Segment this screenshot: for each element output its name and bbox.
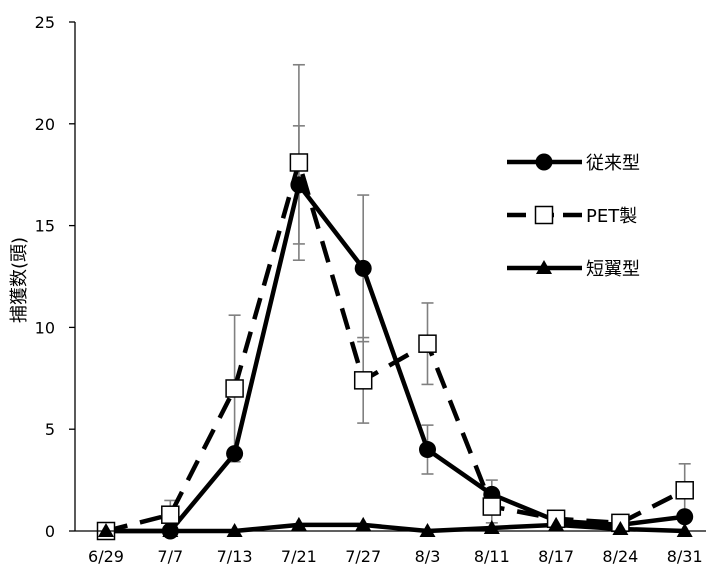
- data-point-triangle: [226, 523, 243, 537]
- data-point-circle: [226, 445, 244, 463]
- x-tick-label: 8/24: [602, 547, 638, 566]
- x-tick-label: 8/31: [667, 547, 703, 566]
- y-axis-title: 捕獲数(頭): [9, 237, 30, 323]
- x-tick-label: 8/3: [415, 547, 441, 566]
- data-point-square: [161, 505, 180, 524]
- data-point-triangle: [419, 523, 436, 537]
- series-line: [106, 182, 685, 534]
- x-tick-label: 7/13: [217, 547, 253, 566]
- y-tick-label: 0: [45, 522, 55, 541]
- data-point-circle: [676, 508, 694, 526]
- data-point-triangle: [162, 523, 179, 537]
- y-tick-label: 25: [35, 13, 55, 32]
- x-tick-label: 6/29: [88, 547, 124, 566]
- legend-label: 短翼型: [586, 259, 640, 280]
- x-tick-label: 8/17: [538, 547, 574, 566]
- data-point-square: [353, 371, 373, 390]
- data-point-square: [482, 497, 502, 516]
- series-line: [106, 522, 685, 534]
- x-tick-label: 7/27: [345, 547, 381, 566]
- y-tick-labels: 0 5 10 15 20 25: [35, 13, 75, 541]
- data-point-triangle: [536, 260, 552, 274]
- data-point-square: [225, 379, 244, 398]
- y-tick-label: 5: [45, 420, 55, 439]
- x-tick-labels: 6/29 7/7 7/13 7/21 7/27 8/3 8/11 8/17 8/24 8/31: [88, 547, 703, 566]
- data-point-square: [675, 481, 694, 500]
- legend-label: PET製: [586, 206, 637, 227]
- series-markers: [96, 153, 694, 541]
- legend-label: 従来型: [586, 153, 640, 174]
- x-tick-label: 7/7: [157, 547, 183, 566]
- data-point-circle: [290, 176, 308, 194]
- y-tick-label: 10: [35, 318, 55, 337]
- data-point-square: [289, 153, 309, 172]
- data-point-triangle: [676, 523, 693, 537]
- data-point-triangle: [548, 516, 565, 531]
- data-point-triangle: [98, 523, 114, 537]
- y-tick-label: 20: [35, 115, 55, 134]
- series-line: [105, 160, 686, 534]
- data-point-circle: [419, 441, 436, 459]
- data-point-triangle: [355, 516, 372, 531]
- data-point-square: [418, 334, 437, 353]
- data-point-circle: [535, 153, 553, 171]
- data-point-triangle: [290, 516, 307, 531]
- x-tick-label: 7/21: [281, 547, 317, 566]
- x-tick-label: 8/11: [474, 547, 510, 566]
- data-point-square: [534, 205, 554, 225]
- y-tick-label: 15: [35, 217, 55, 236]
- error-bars: [164, 63, 691, 530]
- data-point-circle: [354, 259, 372, 277]
